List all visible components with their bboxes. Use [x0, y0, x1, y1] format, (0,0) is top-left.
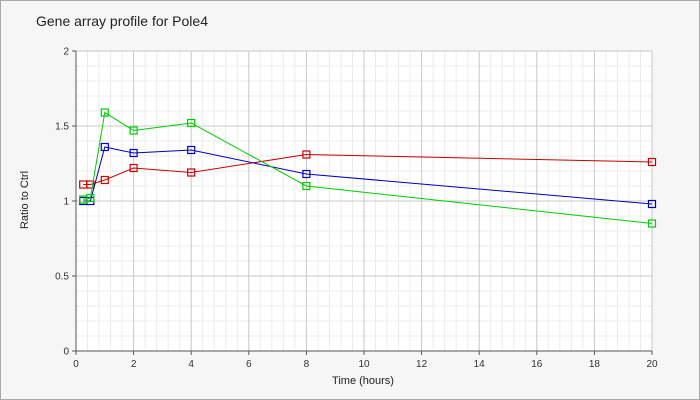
- axes: 0 2 4 6 8 10 12 14 16 18 20 0 0.5 1 1.5 2: [55, 47, 658, 371]
- data-point-marker: [647, 219, 657, 228]
- y-tick-label: 1.5: [55, 122, 69, 133]
- data-point-marker: [187, 118, 196, 128]
- grid: [75, 50, 653, 352]
- data-point-marker: [302, 181, 311, 191]
- data-point-marker: [100, 175, 109, 185]
- data-point-marker: [302, 150, 311, 159]
- data-point-marker: [302, 169, 311, 179]
- x-tick-label: 10: [358, 359, 370, 370]
- x-tick-label: 14: [474, 359, 486, 370]
- x-tick-label: 2: [131, 359, 137, 370]
- x-tick-label: 18: [589, 359, 601, 370]
- chart-title: Gene array profile for Pole4: [36, 13, 208, 29]
- data-point-marker: [647, 157, 657, 167]
- data-point-marker: [187, 145, 196, 155]
- data-point-marker: [129, 163, 138, 173]
- x-tick-label: 0: [73, 359, 79, 370]
- data-point-marker: [647, 199, 657, 209]
- x-tick-label: 16: [531, 359, 543, 370]
- x-tick-label: 4: [188, 359, 194, 370]
- y-tick-label: 0: [63, 347, 69, 358]
- x-tick-label: 20: [646, 359, 658, 370]
- data-point-marker: [129, 126, 138, 135]
- series-line-3: [83, 111, 653, 224]
- series-layer: [79, 108, 657, 228]
- x-axis-title: Time (hours): [332, 375, 394, 387]
- x-tick-label: 6: [246, 359, 252, 370]
- data-point-marker: [86, 180, 95, 189]
- x-tick-label: 12: [416, 359, 428, 370]
- data-point-marker: [100, 108, 109, 117]
- data-point-marker: [187, 168, 196, 177]
- x-tick-label: 8: [304, 359, 310, 370]
- data-point-marker: [86, 193, 95, 203]
- y-tick-label: 0.5: [55, 272, 69, 283]
- y-tick-label: 1: [63, 197, 69, 208]
- y-tick-label: 2: [63, 47, 69, 58]
- data-point-marker: [129, 148, 138, 158]
- series-line-1: [83, 153, 653, 185]
- y-axis-title: Ratio to Ctrl: [19, 171, 31, 229]
- data-point-marker: [100, 142, 109, 152]
